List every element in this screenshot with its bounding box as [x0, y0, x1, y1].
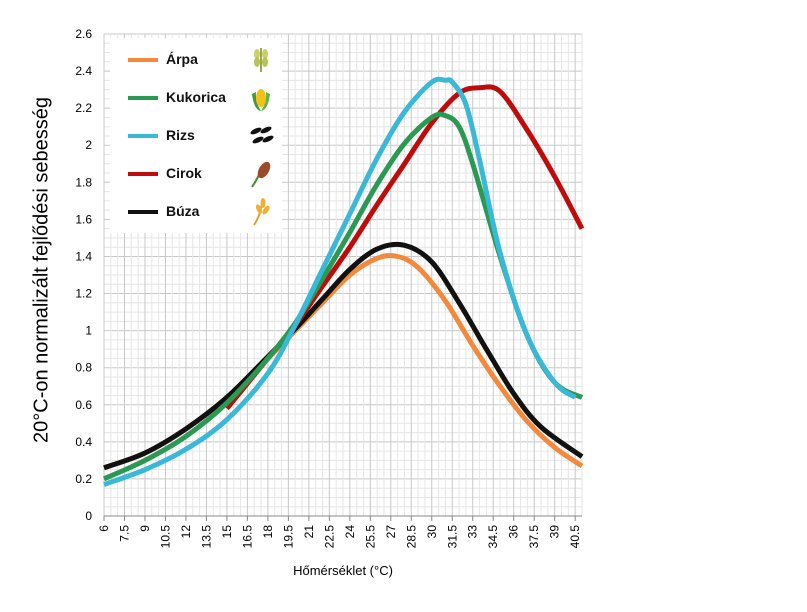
series-line-2	[103, 76, 577, 487]
series-line-4	[103, 241, 584, 471]
x-tick-label: 37.5	[527, 525, 541, 549]
x-tick-label: 28.5	[404, 525, 418, 549]
legend-swatch	[128, 58, 158, 62]
y-tick-label: 1.6	[75, 212, 92, 226]
rice-icon	[250, 126, 274, 144]
x-tick-label: 9	[138, 525, 152, 532]
legend-swatch	[128, 172, 158, 176]
x-tick-label: 33	[466, 525, 480, 539]
y-tick-label: 0.8	[75, 361, 92, 375]
x-tick-label: 6	[97, 525, 111, 532]
y-tick-label: 0.4	[75, 435, 92, 449]
x-tick-label: 12	[179, 525, 193, 539]
x-tick-label: 40.5	[568, 525, 582, 549]
x-tick-label: 16.5	[240, 525, 254, 549]
x-tick-label: 39	[548, 525, 562, 539]
x-tick-label: 27	[384, 525, 398, 539]
legend-swatch	[128, 134, 158, 138]
y-tick-label: 0.6	[75, 398, 92, 412]
y-tick-label: 0.2	[75, 472, 92, 486]
x-tick-label: 7.5	[117, 525, 131, 542]
sorghum-icon	[251, 161, 271, 188]
legend-label: Búza	[166, 203, 200, 219]
legend-item: Cirok	[128, 161, 278, 188]
legend-item: Rizs	[128, 126, 278, 146]
y-tick-label: 1	[85, 324, 92, 338]
y-axis-title: 20°C-on normalizált fejlődési sebesség	[30, 97, 53, 443]
legend-swatch	[128, 210, 158, 214]
legend-label: Kukorica	[166, 89, 226, 105]
legend-item: Kukorica	[128, 88, 278, 111]
x-tick-label: 13.5	[199, 525, 213, 549]
wheat-icon	[253, 198, 270, 226]
x-tick-label: 24	[343, 525, 357, 539]
legend-label: Cirok	[166, 165, 202, 181]
legend-label: Rizs	[166, 127, 195, 143]
y-tick-label: 1.8	[75, 175, 92, 189]
legend-item: Árpa	[128, 48, 278, 72]
y-tick-label: 1.2	[75, 287, 92, 301]
x-tick-label: 34.5	[486, 525, 500, 549]
x-axis-title: Hőmérséklet (°C)	[293, 563, 393, 578]
x-tick-label: 21	[302, 525, 316, 539]
x-tick-label: 36	[507, 525, 521, 539]
y-tick-label: 2.2	[75, 101, 92, 115]
legend-label: Árpa	[166, 51, 198, 67]
legend-item: Búza	[128, 198, 278, 226]
x-tick-label: 18	[261, 525, 275, 539]
x-tick-label: 10.5	[158, 525, 172, 549]
x-tick-label: 30	[425, 525, 439, 539]
y-tick-label: 1.4	[75, 249, 92, 263]
legend-swatch	[128, 96, 158, 100]
corn-icon	[252, 89, 270, 111]
barley-icon	[254, 48, 268, 72]
y-tick-label: 2.4	[75, 64, 92, 78]
x-tick-label: 15	[220, 525, 234, 539]
x-tick-label: 19.5	[281, 525, 295, 549]
y-tick-label: 2.6	[75, 27, 92, 41]
y-tick-label: 2	[85, 138, 92, 152]
legend: Árpa Kukorica Rizs Cirok Búza	[110, 38, 282, 233]
x-tick-label: 31.5	[445, 525, 459, 549]
x-tick-label: 25.5	[363, 525, 377, 549]
y-tick-label: 0	[85, 509, 92, 523]
x-tick-label: 22.5	[322, 525, 336, 549]
